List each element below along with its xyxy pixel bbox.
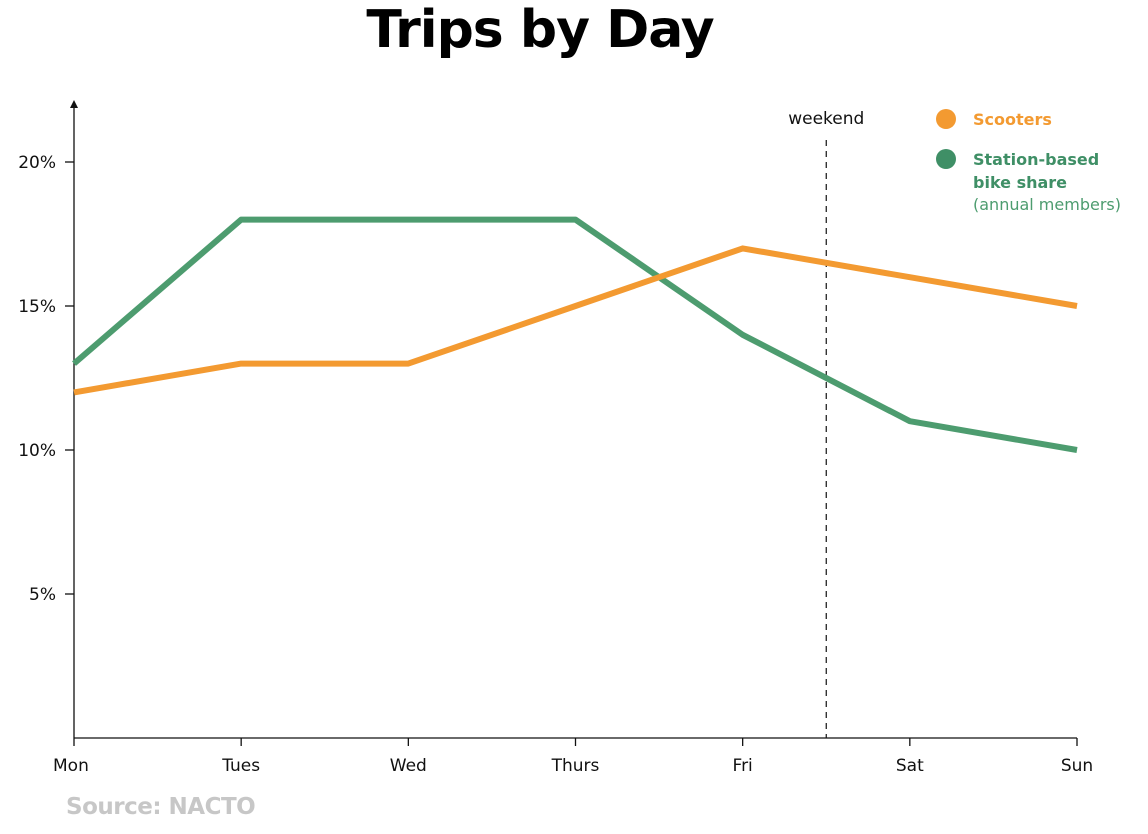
y-tick-label: 10%	[18, 441, 56, 461]
y-axis-ticks: 20% 15% 10% 5%	[18, 153, 74, 605]
axes	[70, 100, 1077, 739]
legend-item-scooters: Scooters	[936, 108, 1141, 131]
legend-dot-bike-share	[936, 149, 956, 169]
source-note: Source: NACTO	[66, 794, 256, 820]
x-tick-label: Mon	[53, 756, 89, 776]
legend-item-bike-share: Station-based bike share (annual members…	[936, 148, 1141, 216]
x-tick-label: Fri	[733, 756, 753, 776]
y-tick-label: 20%	[18, 153, 56, 173]
y-tick-label: 5%	[29, 585, 56, 605]
legend-label-bike-share-line-2: bike share	[973, 173, 1068, 192]
series-line-scooters	[73, 245, 1078, 396]
series-line-bike-share	[72, 216, 1078, 453]
x-axis-ticks: Mon Tues Wed Thurs Fri Sat Sun	[53, 738, 1093, 776]
legend-label-bike-share-line-1: Station-based	[973, 150, 1100, 169]
x-tick-label: Sat	[896, 756, 924, 776]
x-tick-label: Wed	[390, 756, 427, 776]
x-tick-label: Thurs	[551, 756, 600, 776]
legend-label-scooters: Scooters	[973, 110, 1052, 129]
series-lines	[72, 216, 1078, 453]
legend: Scooters Station-based bike share (annua…	[936, 108, 1141, 216]
legend-note-bike-share: (annual members)	[973, 195, 1121, 214]
legend-dot-scooters	[936, 109, 956, 129]
x-tick-label: Tues	[221, 756, 260, 776]
y-axis-arrow	[70, 100, 78, 108]
x-tick-label: Sun	[1061, 756, 1093, 776]
weekend-label: weekend	[788, 109, 864, 129]
chart-title: Trips by Day	[366, 0, 714, 60]
y-tick-label: 15%	[18, 297, 56, 317]
weekend-annotation: weekend	[788, 109, 864, 738]
